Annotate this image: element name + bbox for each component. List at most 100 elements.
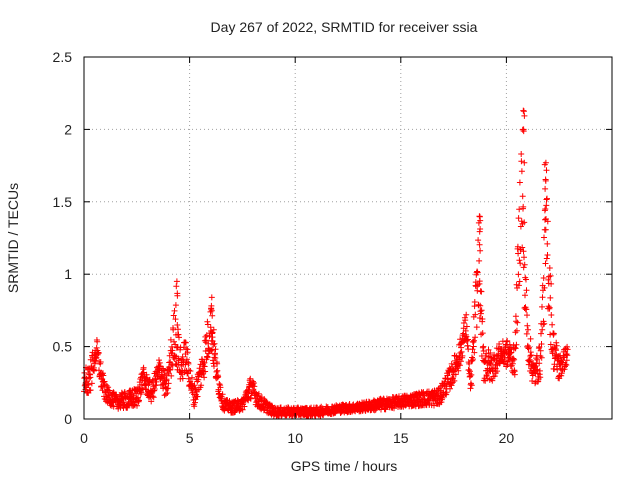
data-point xyxy=(171,307,178,314)
data-point xyxy=(203,332,210,339)
data-point xyxy=(547,272,554,279)
data-point xyxy=(198,382,205,389)
data-point xyxy=(515,271,522,278)
data-point xyxy=(510,355,517,362)
data-point xyxy=(477,226,484,232)
data-point xyxy=(187,368,194,374)
data-point xyxy=(478,307,485,314)
data-point xyxy=(520,203,527,210)
data-point xyxy=(538,341,545,347)
data-point xyxy=(239,406,246,413)
grid xyxy=(84,57,612,419)
data-point xyxy=(476,278,483,285)
data-point xyxy=(213,368,220,375)
data-point xyxy=(156,357,162,364)
data-point xyxy=(184,349,191,356)
data-point xyxy=(534,356,541,363)
data-point xyxy=(443,389,450,396)
data-point xyxy=(455,367,462,374)
data-point xyxy=(512,345,519,352)
data-point xyxy=(477,217,484,224)
data-point xyxy=(516,257,523,264)
data-point xyxy=(463,311,470,318)
data-point xyxy=(527,335,534,342)
data-point xyxy=(469,346,476,353)
x-tick-label: 0 xyxy=(80,430,88,446)
data-point xyxy=(477,302,484,309)
data-point xyxy=(520,107,527,114)
data-point xyxy=(522,292,528,299)
data-point xyxy=(139,385,145,392)
data-point xyxy=(456,362,463,369)
data-point xyxy=(167,366,174,373)
data-point xyxy=(212,355,219,361)
data-point xyxy=(538,354,545,361)
data-point xyxy=(458,348,465,355)
data-point xyxy=(541,284,548,291)
x-tick-label: 5 xyxy=(186,430,194,446)
data-point xyxy=(523,330,530,337)
data-point xyxy=(470,343,477,350)
data-point xyxy=(465,336,471,343)
data-point xyxy=(471,337,477,344)
data-point xyxy=(514,319,521,326)
data-point xyxy=(149,393,156,400)
data-point xyxy=(542,185,549,192)
data-point xyxy=(496,341,503,347)
data-point xyxy=(507,350,514,357)
data-point xyxy=(523,306,530,313)
data-point xyxy=(520,128,527,135)
data-point xyxy=(485,346,492,353)
data-point xyxy=(513,341,520,348)
data-point xyxy=(191,403,198,410)
data-point xyxy=(204,354,211,361)
data-point xyxy=(495,351,502,358)
data-point xyxy=(541,207,548,214)
data-point xyxy=(391,405,397,412)
data-point xyxy=(214,360,221,367)
data-point xyxy=(550,330,557,337)
data-point xyxy=(202,368,209,375)
data-point xyxy=(525,326,531,333)
data-point xyxy=(211,340,218,347)
data-point xyxy=(463,323,470,330)
data-point xyxy=(185,360,192,367)
data-point xyxy=(173,283,180,290)
data-point xyxy=(95,350,102,357)
data-point xyxy=(245,387,251,393)
data-point xyxy=(172,302,179,309)
data-point xyxy=(540,275,547,281)
data-point xyxy=(96,367,102,374)
data-point xyxy=(191,382,198,389)
data-point xyxy=(210,341,217,348)
data-point xyxy=(524,342,531,349)
data-point xyxy=(87,374,94,381)
data-point xyxy=(549,321,556,328)
plot-frame xyxy=(83,56,613,420)
data-point xyxy=(486,353,492,360)
data-point xyxy=(448,382,455,389)
data-point xyxy=(174,290,181,297)
data-point xyxy=(210,326,217,333)
data-point xyxy=(163,377,170,384)
data-point xyxy=(87,387,94,394)
data-point xyxy=(471,299,478,305)
data-point xyxy=(175,326,181,333)
data-point xyxy=(562,361,569,368)
data-point xyxy=(468,382,475,389)
data-point xyxy=(452,371,459,378)
x-tick-label: 10 xyxy=(287,430,303,446)
data-point xyxy=(521,261,528,268)
data-point xyxy=(468,371,475,378)
data-point xyxy=(546,304,553,311)
data-point xyxy=(204,321,211,328)
data-point xyxy=(477,247,484,254)
data-point xyxy=(475,237,482,244)
data-point xyxy=(173,278,180,285)
data-point xyxy=(544,218,551,225)
data-point xyxy=(86,375,93,382)
data-point xyxy=(519,244,526,251)
data-point xyxy=(175,361,181,368)
data-point xyxy=(543,255,550,262)
